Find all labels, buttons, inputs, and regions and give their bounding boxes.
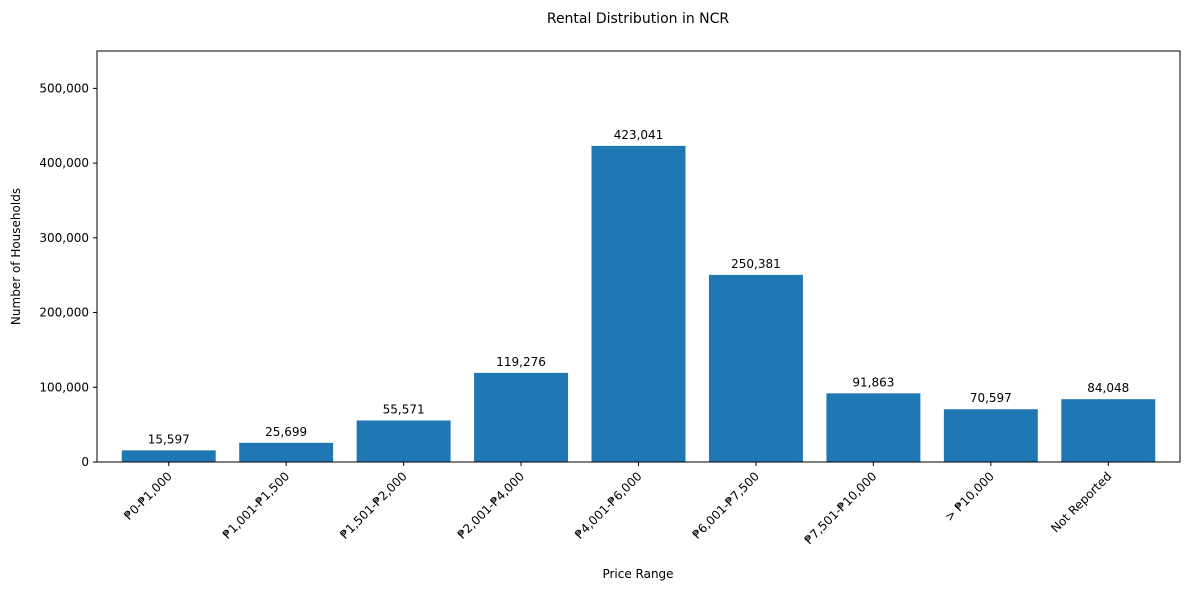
y-axis-label: Number of Households [9, 188, 23, 325]
bars-group [121, 145, 1156, 463]
bar-value-label: 15,597 [148, 432, 190, 446]
bar-value-label: 70,597 [970, 391, 1012, 405]
bar-value-label: 250,381 [731, 257, 781, 271]
bar [239, 442, 334, 462]
y-tick-label: 100,000 [39, 380, 89, 394]
bar [356, 420, 451, 462]
y-tick-label: 300,000 [39, 231, 89, 245]
bar [943, 409, 1038, 462]
bar-value-label: 119,276 [496, 355, 546, 369]
y-tick-label: 500,000 [39, 81, 89, 95]
x-tick-label: ₱0-₱1,000 [121, 469, 174, 522]
bar [826, 393, 921, 462]
y-axis: 0 100,000 200,000 300,000 400,000 500,000 [39, 81, 97, 469]
x-axis: ₱0-₱1,000 ₱1,001-₱1,500 ₱1,501-₱2,000 ₱2,00… [121, 462, 1114, 547]
x-tick-label: ₱1,501-₱2,000 [337, 469, 409, 541]
bar [1061, 399, 1156, 462]
x-tick-label: ₱4,001-₱6,000 [572, 469, 644, 541]
x-tick-label: ₱1,001-₱1,500 [220, 469, 292, 541]
bar-value-label: 91,863 [852, 375, 894, 389]
x-tick-label: Not Reported [1048, 469, 1114, 535]
bar [474, 372, 569, 462]
bar [708, 274, 803, 462]
x-tick-label: > ₱10,000 [942, 469, 997, 524]
x-tick-label: ₱2,001-₱4,000 [455, 469, 527, 541]
y-tick-label: 200,000 [39, 306, 89, 320]
chart-title: Rental Distribution in NCR [547, 11, 730, 27]
x-tick-label: ₱6,001-₱7,500 [690, 469, 762, 541]
bar-value-label: 55,571 [383, 402, 425, 416]
bar-value-label: 84,048 [1087, 381, 1129, 395]
y-tick-label: 0 [81, 455, 89, 469]
bar [121, 450, 216, 462]
x-axis-label: Price Range [602, 567, 673, 581]
y-tick-label: 400,000 [39, 156, 89, 170]
bar-value-label: 25,699 [265, 425, 307, 439]
bar [591, 145, 686, 463]
value-labels-group: 15,597 25,699 55,571 119,276 423,041 250,381 9… [148, 128, 1130, 446]
x-tick-label: ₱7,501-₱10,000 [802, 469, 880, 547]
bar-value-label: 423,041 [614, 128, 664, 142]
